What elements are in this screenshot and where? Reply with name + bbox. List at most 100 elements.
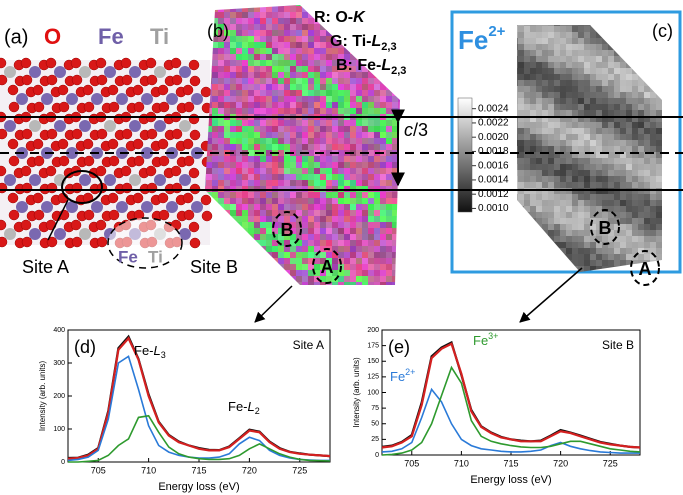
map-pixel (302, 288, 308, 294)
map-pixel (380, 234, 386, 240)
map-pixel (320, 60, 326, 66)
map-pixel (260, 288, 266, 294)
map-pixel (386, 234, 392, 240)
map-pixel (632, 212, 638, 218)
map-pixel (218, 210, 224, 216)
map-pixel (302, 6, 308, 12)
map-pixel (242, 42, 248, 48)
map-pixel (290, 288, 296, 294)
map-pixel (380, 108, 386, 114)
map-pixel (560, 140, 566, 146)
map-pixel (608, 248, 614, 254)
oxygen-atom (33, 85, 43, 95)
map-pixel (620, 104, 626, 110)
map-pixel (218, 108, 224, 114)
map-pixel (302, 102, 308, 108)
map-pixel (542, 68, 548, 74)
map-pixel (200, 288, 206, 294)
map-pixel (578, 254, 584, 260)
map-pixel (524, 200, 530, 206)
map-pixel (224, 168, 230, 174)
map-pixel (254, 78, 260, 84)
map-pixel (290, 276, 296, 282)
map-pixel (236, 96, 242, 102)
map-pixel (584, 68, 590, 74)
map-pixel (626, 110, 632, 116)
oxygen-atom (21, 58, 31, 68)
map-pixel (596, 44, 602, 50)
map-pixel (620, 98, 626, 104)
map-pixel (278, 252, 284, 258)
map-pixel (284, 30, 290, 36)
map-pixel (386, 246, 392, 252)
map-pixel (404, 270, 410, 276)
map-pixel (542, 122, 548, 128)
map-pixel (386, 78, 392, 84)
map-pixel (578, 68, 584, 74)
map-pixel (404, 12, 410, 18)
map-pixel (278, 162, 284, 168)
metal-atom (141, 93, 153, 105)
map-pixel (374, 126, 380, 132)
map-pixel (572, 254, 578, 260)
map-pixel (332, 78, 338, 84)
map-pixel (392, 108, 398, 114)
map-pixel (548, 62, 554, 68)
map-pixel (566, 128, 572, 134)
map-pixel (344, 282, 350, 288)
map-pixel (566, 224, 572, 230)
map-pixel (584, 38, 590, 44)
map-pixel (380, 90, 386, 96)
map-pixel (584, 26, 590, 32)
oxygen-atom (72, 237, 82, 247)
map-pixel (212, 156, 218, 162)
oxygen-atom (47, 183, 57, 193)
map-pixel (218, 138, 224, 144)
map-pixel (290, 174, 296, 180)
map-pixel (392, 246, 398, 252)
map-pixel (578, 38, 584, 44)
map-pixel (560, 242, 566, 248)
map-pixel (290, 132, 296, 138)
map-pixel (644, 164, 650, 170)
oxygen-atom (190, 130, 200, 140)
map-pixel (578, 122, 584, 128)
map-pixel (278, 12, 284, 18)
map-pixel (266, 240, 272, 246)
map-pixel (368, 228, 374, 234)
map-pixel (368, 252, 374, 258)
map-pixel (392, 192, 398, 198)
map-pixel (290, 12, 296, 18)
map-pixel (404, 18, 410, 24)
map-pixel (272, 126, 278, 132)
map-pixel (326, 102, 332, 108)
map-pixel (554, 224, 560, 230)
map-pixel (650, 146, 656, 152)
map-pixel (290, 54, 296, 60)
map-pixel (638, 182, 644, 188)
x-tick-label: 725 (603, 458, 618, 468)
map-pixel (566, 194, 572, 200)
map-pixel (620, 218, 626, 224)
map-pixel (548, 44, 554, 50)
map-pixel (584, 260, 590, 266)
map-pixel (206, 0, 212, 6)
map-pixel (584, 182, 590, 188)
map-pixel (398, 246, 404, 252)
map-pixel (326, 162, 332, 168)
map-pixel (554, 140, 560, 146)
map-pixel (638, 110, 644, 116)
map-pixel (578, 146, 584, 152)
map-pixel (650, 104, 656, 110)
map-pixel (236, 180, 242, 186)
map-pixel (536, 200, 542, 206)
map-pixel (380, 144, 386, 150)
map-pixel (266, 192, 272, 198)
map-pixel (218, 144, 224, 150)
map-pixel (650, 212, 656, 218)
map-pixel (572, 170, 578, 176)
map-pixel (326, 96, 332, 102)
map-pixel (272, 198, 278, 204)
map-pixel (266, 270, 272, 276)
map-pixel (368, 204, 374, 210)
